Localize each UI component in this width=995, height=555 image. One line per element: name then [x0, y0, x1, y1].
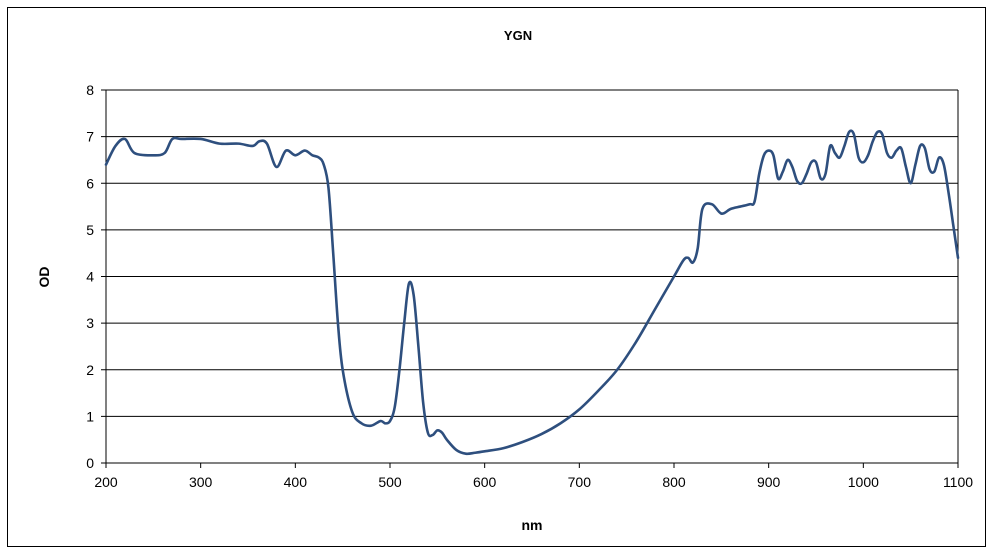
y-axis-label: OD [36, 267, 52, 288]
x-tick-label: 200 [94, 474, 118, 490]
x-tick-label: 1000 [848, 474, 879, 490]
y-tick-label: 7 [86, 129, 94, 145]
y-tick-label: 8 [86, 82, 94, 98]
x-tick-label: 1100 [943, 474, 973, 490]
axes [101, 89, 959, 468]
x-tick-label: 400 [284, 474, 308, 490]
y-tick-label: 5 [86, 222, 94, 238]
series-line [104, 129, 960, 456]
y-tick-labels: 0 1 2 3 4 5 6 7 8 [86, 82, 94, 471]
y-tick-label: 2 [86, 362, 94, 378]
y-tick-label: 6 [86, 175, 94, 191]
x-tick-label: 600 [473, 474, 497, 490]
x-tick-label: 500 [378, 474, 402, 490]
x-tick-label: 700 [568, 474, 592, 490]
x-tick-label: 300 [189, 474, 213, 490]
y-tick-label: 0 [86, 455, 94, 471]
gridlines [106, 89, 959, 463]
y-tick-label: 3 [86, 315, 94, 331]
y-tick-label: 4 [86, 269, 94, 285]
y-tick-label: 1 [86, 408, 94, 424]
chart-title: YGN [504, 28, 532, 43]
x-tick-labels: 200 300 400 500 600 700 800 900 1000 1100 [94, 474, 973, 490]
x-tick-label: 900 [757, 474, 781, 490]
x-tick-label: 800 [662, 474, 686, 490]
series-layer [104, 129, 960, 456]
x-axis-label: nm [522, 517, 543, 533]
